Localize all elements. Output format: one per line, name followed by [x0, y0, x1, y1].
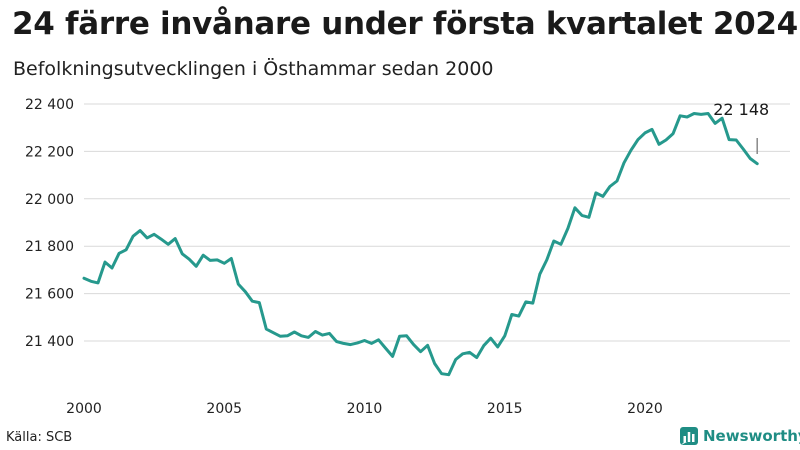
- y-tick-label: 22 000: [25, 192, 74, 208]
- x-axis-labels: 2000 2005 2010 2015 2020: [66, 401, 663, 417]
- gridlines: [84, 103, 790, 342]
- x-tick-label: 2005: [206, 401, 242, 417]
- source-note: Källa: SCB: [6, 430, 73, 445]
- series-layer: [82, 112, 759, 377]
- x-tick-label: 2020: [627, 401, 663, 417]
- y-tick-label: 21 600: [25, 287, 74, 303]
- chart-subtitle: Befolkningsutvecklingen i Östhammar seda…: [13, 58, 494, 80]
- series-line: [82, 112, 759, 377]
- y-tick-label: 22 400: [25, 97, 74, 113]
- chart-title: 24 färre invånare under första kvartalet…: [12, 6, 798, 42]
- x-tick-label: 2000: [66, 401, 102, 417]
- y-tick-label: 21 400: [25, 334, 74, 350]
- y-tick-label: 21 800: [25, 239, 74, 255]
- x-tick-label: 2015: [487, 401, 523, 417]
- x-tick-label: 2010: [347, 401, 383, 417]
- brand-name: Newsworthy: [703, 427, 800, 445]
- annotation-layer: 22 148: [713, 100, 769, 154]
- brand-logo: Newsworthy: [680, 427, 800, 445]
- y-axis-labels: 21 400 21 600 21 800 22 000 22 200 22 400: [25, 97, 74, 350]
- y-tick-label: 22 200: [25, 144, 74, 160]
- bar-chart-icon: [680, 427, 698, 445]
- annotation-label: 22 148: [713, 100, 769, 119]
